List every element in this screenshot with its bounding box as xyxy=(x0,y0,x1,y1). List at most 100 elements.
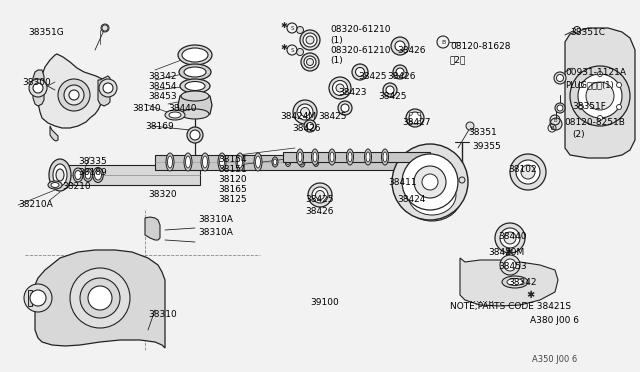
Circle shape xyxy=(103,83,113,93)
Ellipse shape xyxy=(408,175,456,215)
Text: A350 J00 6: A350 J00 6 xyxy=(532,355,577,364)
Circle shape xyxy=(99,79,117,97)
Circle shape xyxy=(598,115,602,121)
Ellipse shape xyxy=(502,276,528,288)
Ellipse shape xyxy=(554,72,566,84)
Text: 08120-8251B: 08120-8251B xyxy=(564,118,625,127)
Ellipse shape xyxy=(53,164,67,186)
Ellipse shape xyxy=(346,149,353,165)
Circle shape xyxy=(418,121,420,124)
Ellipse shape xyxy=(181,91,209,101)
Text: 38440: 38440 xyxy=(168,104,196,113)
Ellipse shape xyxy=(336,84,344,92)
Ellipse shape xyxy=(316,190,324,199)
Ellipse shape xyxy=(383,83,397,97)
Ellipse shape xyxy=(314,160,317,164)
Circle shape xyxy=(414,166,446,198)
Circle shape xyxy=(80,278,120,318)
Text: B: B xyxy=(441,39,445,45)
Ellipse shape xyxy=(386,86,394,94)
Ellipse shape xyxy=(298,152,302,162)
Text: 00931-1121A: 00931-1121A xyxy=(565,68,626,77)
Ellipse shape xyxy=(49,159,71,191)
Text: S: S xyxy=(291,48,294,52)
Ellipse shape xyxy=(184,67,206,77)
Polygon shape xyxy=(38,54,112,128)
Ellipse shape xyxy=(307,122,314,129)
Circle shape xyxy=(422,174,438,190)
Text: ✱: ✱ xyxy=(280,42,287,51)
Ellipse shape xyxy=(187,127,203,143)
Ellipse shape xyxy=(236,153,244,171)
Text: B: B xyxy=(550,125,554,131)
Text: 38140: 38140 xyxy=(132,104,161,113)
Ellipse shape xyxy=(272,157,278,167)
Ellipse shape xyxy=(396,68,404,76)
Ellipse shape xyxy=(83,169,93,182)
Ellipse shape xyxy=(293,100,317,124)
Ellipse shape xyxy=(75,170,81,180)
Text: 38310: 38310 xyxy=(148,310,177,319)
Text: 38310A: 38310A xyxy=(198,228,233,237)
Text: 38420M: 38420M xyxy=(488,248,524,257)
Ellipse shape xyxy=(366,152,370,162)
Text: ✱: ✱ xyxy=(280,20,287,29)
Circle shape xyxy=(570,66,630,126)
Text: 38102: 38102 xyxy=(508,165,536,174)
Ellipse shape xyxy=(365,149,371,165)
Text: 38169: 38169 xyxy=(145,122,173,131)
Ellipse shape xyxy=(507,279,523,285)
Text: ........: ........ xyxy=(470,294,494,304)
Ellipse shape xyxy=(312,149,319,165)
Text: 08120-81628: 08120-81628 xyxy=(450,42,511,51)
Ellipse shape xyxy=(504,232,516,244)
Ellipse shape xyxy=(409,112,421,124)
Ellipse shape xyxy=(182,48,208,62)
Polygon shape xyxy=(98,76,110,106)
Circle shape xyxy=(579,105,584,109)
Circle shape xyxy=(409,121,412,124)
Ellipse shape xyxy=(93,167,103,183)
Text: A380 J00 6: A380 J00 6 xyxy=(530,316,579,325)
Text: B: B xyxy=(553,118,557,122)
Ellipse shape xyxy=(51,183,59,187)
Bar xyxy=(282,15,432,215)
Text: 38454: 38454 xyxy=(148,82,177,91)
Ellipse shape xyxy=(190,130,200,140)
Ellipse shape xyxy=(500,228,520,248)
Text: 38351: 38351 xyxy=(468,128,497,137)
Ellipse shape xyxy=(308,183,332,207)
Ellipse shape xyxy=(180,79,210,93)
Ellipse shape xyxy=(166,153,174,171)
Text: (2): (2) xyxy=(572,130,584,139)
Bar xyxy=(25,210,260,350)
Text: 08320-61210: 08320-61210 xyxy=(330,25,390,34)
Ellipse shape xyxy=(296,149,303,165)
Ellipse shape xyxy=(521,165,535,179)
Text: PLUGプラグ(1): PLUGプラグ(1) xyxy=(565,80,614,89)
Ellipse shape xyxy=(516,160,540,184)
Polygon shape xyxy=(565,28,635,158)
Circle shape xyxy=(24,284,52,312)
Ellipse shape xyxy=(393,65,407,79)
Ellipse shape xyxy=(186,156,191,168)
Ellipse shape xyxy=(312,187,328,203)
Polygon shape xyxy=(33,70,44,106)
Ellipse shape xyxy=(185,81,205,90)
Ellipse shape xyxy=(181,109,209,119)
Ellipse shape xyxy=(273,159,277,165)
Text: 38425: 38425 xyxy=(378,92,406,101)
Ellipse shape xyxy=(304,56,316,68)
Text: 38351C: 38351C xyxy=(570,28,605,37)
Ellipse shape xyxy=(297,104,313,120)
Ellipse shape xyxy=(557,74,563,81)
Ellipse shape xyxy=(306,36,314,44)
Ellipse shape xyxy=(95,170,102,180)
Text: S: S xyxy=(291,26,294,31)
Polygon shape xyxy=(55,165,200,185)
Text: 38189: 38189 xyxy=(78,168,107,177)
Circle shape xyxy=(101,24,109,32)
Ellipse shape xyxy=(395,41,405,51)
Circle shape xyxy=(33,83,43,93)
Text: 38300: 38300 xyxy=(22,78,51,87)
